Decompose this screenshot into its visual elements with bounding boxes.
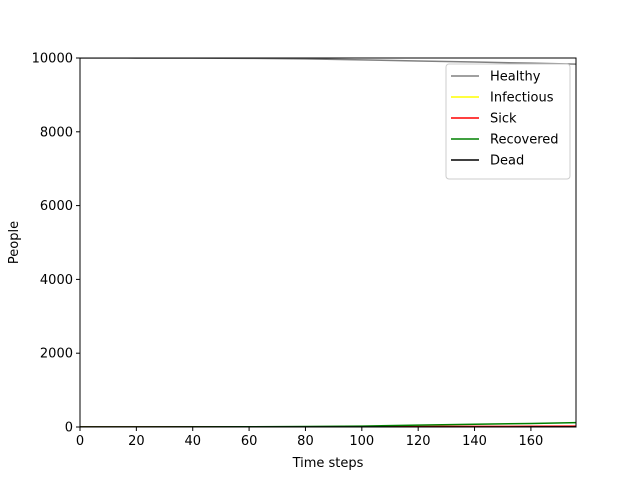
x-tick-label: 140 [462, 434, 487, 449]
x-tick-label: 160 [518, 434, 543, 449]
y-tick-label: 8000 [40, 125, 73, 140]
legend-label-dead: Dead [490, 154, 524, 169]
x-tick-label: 60 [241, 434, 258, 449]
legend-label-healthy: Healthy [490, 70, 541, 85]
y-tick-label: 10000 [32, 52, 73, 67]
legend-label-recovered: Recovered [490, 133, 559, 148]
y-tick-label: 6000 [40, 199, 73, 214]
x-tick-label: 100 [349, 434, 374, 449]
x-tick-label: 40 [184, 434, 201, 449]
x-axis-label: Time steps [292, 456, 364, 471]
legend-label-infectious: Infectious [490, 91, 554, 106]
x-tick-label: 0 [76, 434, 84, 449]
x-tick-label: 120 [406, 434, 431, 449]
legend-label-sick: Sick [490, 112, 517, 127]
legend: Healthy Infectious Sick Recovered Dead [446, 64, 570, 179]
x-tick-label: 20 [128, 434, 145, 449]
x-tick-label: 80 [297, 434, 314, 449]
y-axis-label: People [7, 221, 22, 264]
y-tick-label: 4000 [40, 273, 73, 288]
y-tick-label: 2000 [40, 347, 73, 362]
y-tick-label: 0 [65, 421, 73, 436]
